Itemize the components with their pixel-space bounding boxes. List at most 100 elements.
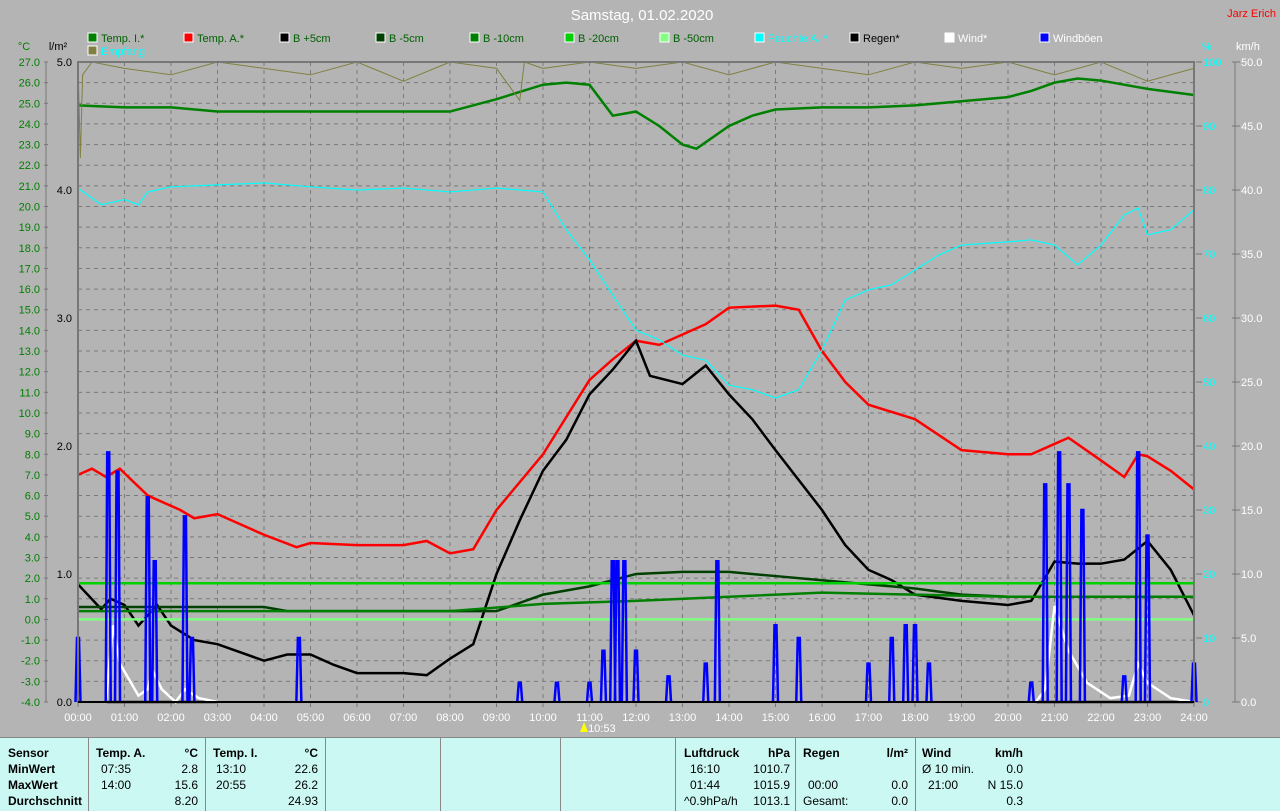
x-tick-label: 18:00 <box>901 712 929 724</box>
humidity-tick-label: 50 <box>1203 377 1215 389</box>
series-line-2 <box>77 338 1196 677</box>
temp-tick-label: -4.0 <box>21 697 40 709</box>
legend-label: B -10cm <box>483 33 524 45</box>
temp-tick-label: 26.0 <box>19 78 40 90</box>
rain-tick-label: 1.0 <box>57 569 72 581</box>
sensor-header: Sensor <box>8 746 49 760</box>
wind-tick-label: 30.0 <box>1241 313 1262 325</box>
pressure-unit: hPa <box>767 746 790 760</box>
legend-label: Regen* <box>863 33 900 45</box>
rain-tick-label: 5.0 <box>57 57 72 69</box>
time-marker-label: 10:53 <box>588 723 616 735</box>
wind-avg: 0.3 <box>1006 794 1023 808</box>
legend-label: Feuchte A. * <box>768 33 829 45</box>
row-max-label: MaxWert <box>8 778 58 792</box>
author-label: Jarz Erich <box>1227 8 1276 20</box>
temp-tick-label: 19.0 <box>19 222 40 234</box>
temp-a-min-time: 07:35 <box>101 762 132 776</box>
wind-tick-label: 0.0 <box>1241 697 1256 709</box>
legend-label: Temp. A.* <box>197 33 245 45</box>
pressure-avg: 1013.1 <box>753 794 790 808</box>
wind-column: Wind km/h Ø 10 min. 0.0 21:00 N 15.0 0.3 <box>915 738 1031 811</box>
legend-label: B -20cm <box>578 33 619 45</box>
pressure-min: 1010.7 <box>753 762 790 776</box>
wind-header: Wind <box>922 746 952 760</box>
temp-i-max-time: 20:55 <box>216 778 247 792</box>
series-line-4 <box>78 591 1194 613</box>
x-tick-label: 19:00 <box>948 712 976 724</box>
x-tick-label: 02:00 <box>157 712 185 724</box>
empty-column <box>560 738 676 811</box>
temp-a-max-time: 14:00 <box>101 778 132 792</box>
x-tick-label: 07:00 <box>390 712 418 724</box>
temp-a-avg: 8.20 <box>174 794 198 808</box>
temp-i-unit: °C <box>304 746 318 760</box>
temp-a-unit: °C <box>184 746 198 760</box>
wind-tick-label: 5.0 <box>1241 633 1256 645</box>
wind-tick-label: 10.0 <box>1241 569 1262 581</box>
legend-swatch <box>469 32 480 43</box>
temp-tick-label: 4.0 <box>25 532 40 544</box>
legend-swatch <box>564 32 575 43</box>
wind-tick-label: 25.0 <box>1241 377 1262 389</box>
temp-tick-label: 14.0 <box>19 325 40 337</box>
rain-total-label: Gesamt: <box>803 794 849 808</box>
weather-chart: Samstag, 01.02.2020 Jarz Erich 27.0 26.0 25.… <box>18 7 1276 735</box>
sensor-column: Sensor MinWert MaxWert Durchschnitt <box>0 738 88 811</box>
x-tick-label: 16:00 <box>808 712 836 724</box>
x-tick-label: 01:00 <box>111 712 139 724</box>
temp-tick-label: 6.0 <box>25 491 40 503</box>
legend-swatch <box>659 32 670 43</box>
temp-tick-label: 9.0 <box>25 429 40 441</box>
humidity-tick-label: 60 <box>1203 313 1215 325</box>
temp-a-max: 15.6 <box>174 778 198 792</box>
x-tick-label: 13:00 <box>669 712 697 724</box>
humidity-unit: % <box>1202 41 1212 53</box>
rain-max-time: 00:00 <box>808 778 839 792</box>
x-tick-label: 21:00 <box>1041 712 1069 724</box>
legend-label: Windböen <box>1053 33 1103 45</box>
humidity-tick-label: 90 <box>1203 121 1215 133</box>
rain-tick-label: 2.0 <box>57 441 72 453</box>
temp-tick-label: 10.0 <box>19 408 40 420</box>
humidity-tick-label: 30 <box>1203 505 1215 517</box>
legend-label: Empfang <box>101 46 145 58</box>
legend-label: Wind* <box>958 33 988 45</box>
wind-avg10-label: Ø 10 min. <box>922 762 975 776</box>
legend-swatch <box>87 45 98 56</box>
temp-tick-label: 0.0 <box>25 614 40 626</box>
temp-a-header: Temp. A. <box>96 746 146 760</box>
rain-total: 0.0 <box>891 794 908 808</box>
legend-label: B -50cm <box>673 33 714 45</box>
time-marker-icon <box>580 722 589 732</box>
temp-tick-label: 25.0 <box>19 98 40 110</box>
x-tick-label: 20:00 <box>994 712 1022 724</box>
temp-tick-label: 23.0 <box>19 140 40 152</box>
pressure-column: Luftdruck hPa 16:10 1010.7 01:44 1015.9 … <box>675 738 796 811</box>
temp-tick-label: 22.0 <box>19 160 40 172</box>
temp-tick-label: 21.0 <box>19 181 40 193</box>
x-tick-label: 24:00 <box>1180 712 1208 724</box>
pressure-max-time: 01:44 <box>690 778 721 792</box>
temp-unit: °C <box>18 41 30 53</box>
x-tick-label: 11:00 <box>576 712 603 724</box>
rain-unit: l/m² <box>886 746 908 760</box>
x-tick-label: 15:00 <box>762 712 790 724</box>
row-avg-label: Durchschnitt <box>8 794 83 808</box>
series-line-0 <box>77 77 1195 151</box>
temp-tick-label: 3.0 <box>25 552 40 564</box>
pressure-trend: ^0.9hPa/h <box>684 794 738 808</box>
rain-tick-label: 4.0 <box>57 185 72 197</box>
temp-tick-label: -3.0 <box>21 676 40 688</box>
temp-tick-label: 17.0 <box>19 263 40 275</box>
x-tick-label: 23:00 <box>1134 712 1162 724</box>
wind-tick-label: 15.0 <box>1241 505 1262 517</box>
legend-swatch <box>849 32 860 43</box>
wind-tick-label: 20.0 <box>1241 441 1262 453</box>
series-line-1 <box>77 304 1195 555</box>
x-tick-label: 09:00 <box>483 712 511 724</box>
legend-swatch <box>375 32 386 43</box>
x-tick-label: 08:00 <box>436 712 464 724</box>
statistics-table: Sensor MinWert MaxWert Durchschnitt Temp… <box>0 737 1280 811</box>
temp-i-header: Temp. I. <box>213 746 258 760</box>
